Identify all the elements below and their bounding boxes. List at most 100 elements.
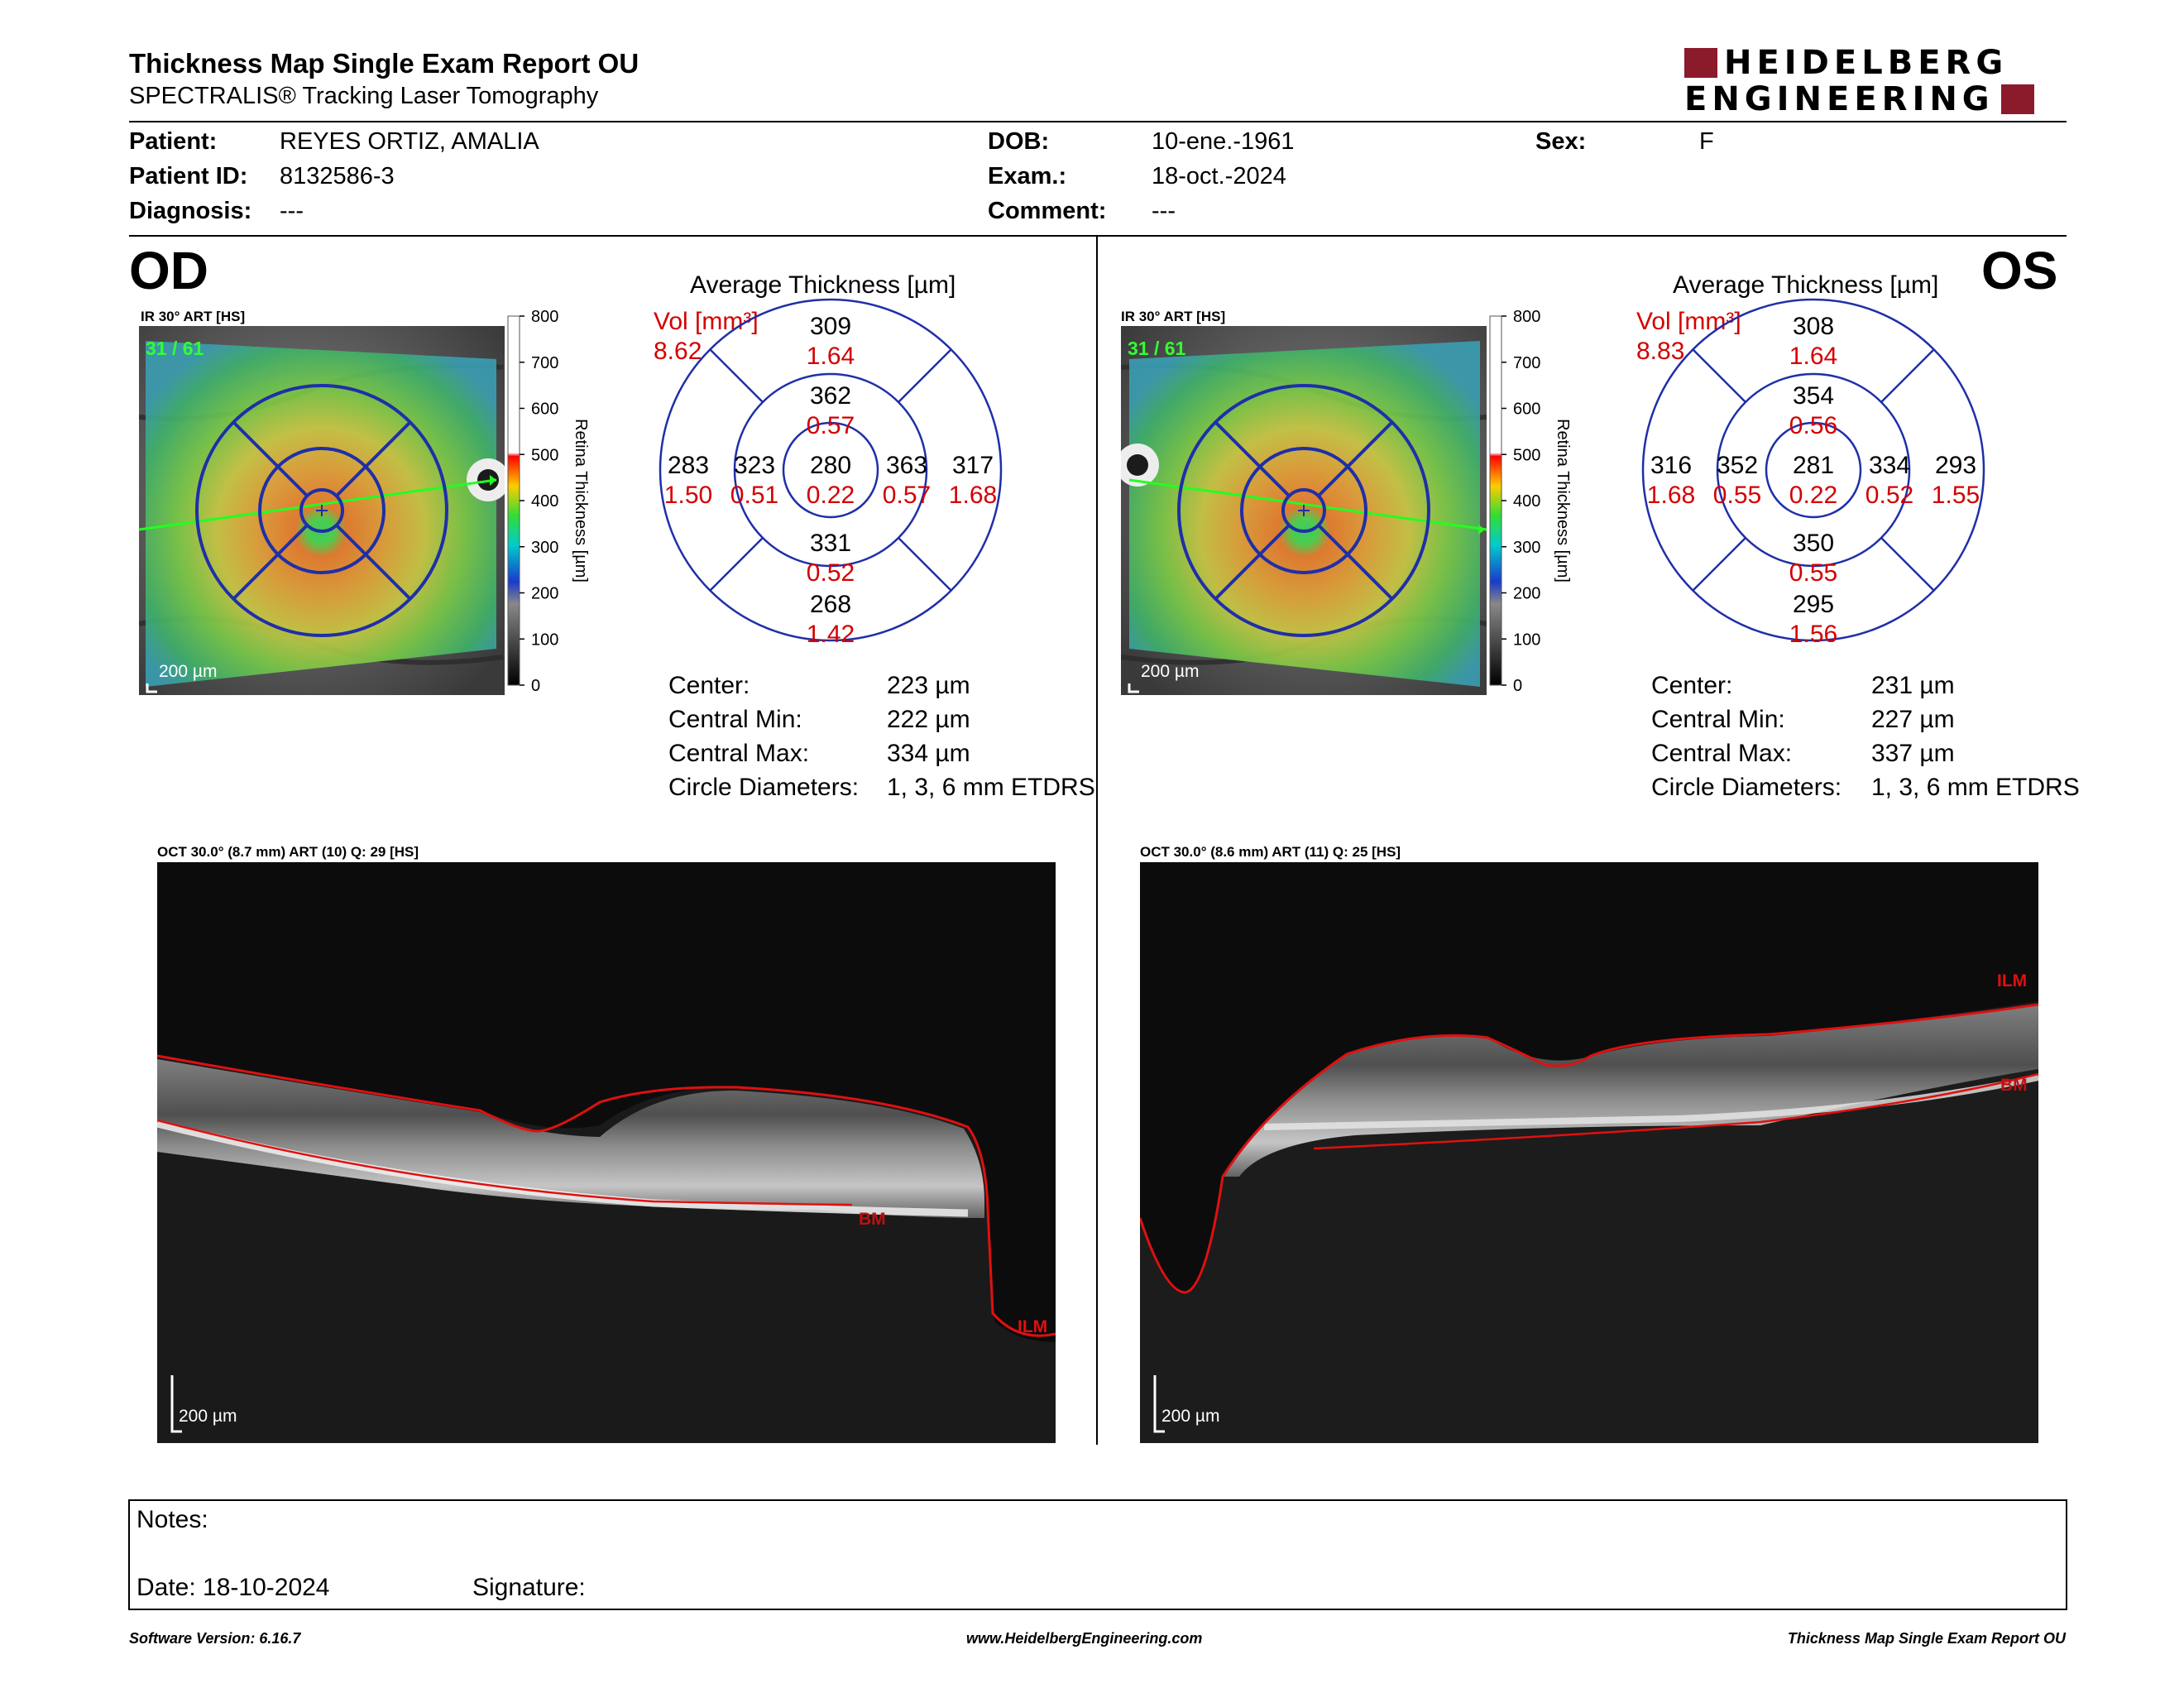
os-eye-label: OS xyxy=(1981,241,2058,300)
os-frame-count: 31 / 61 xyxy=(1128,338,1186,359)
logo-line2: ENGINEERING xyxy=(1684,80,1995,118)
os-avg-title: Average Thickness [µm] xyxy=(1673,271,1939,299)
os-max-label: Central Max: xyxy=(1651,740,1793,767)
od-sector-outer-top-volume: 1.64 xyxy=(807,343,855,370)
od-colorbar: 800 700 600 500 400 300 200 100 0 Retina Thickne… xyxy=(507,308,590,695)
od-sector-outer-left-volume: 1.50 xyxy=(664,482,712,509)
header-divider xyxy=(129,121,2067,122)
os-etdrs-grid: 3081.643540.562810.223500.552951.563161.… xyxy=(1641,298,1985,642)
od-sector-inner-top-thickness: 362 xyxy=(810,382,851,410)
colorbar-tick-label: 100 xyxy=(531,631,558,649)
od-sector-inner-left-volume: 0.51 xyxy=(730,482,778,509)
colorbar-tick-label: 0 xyxy=(531,677,540,695)
od-ir-label: IR 30° ART [HS] xyxy=(141,309,246,324)
od-sector-center-thickness: 280 xyxy=(810,452,851,479)
od-max-value: 334 µm xyxy=(887,740,970,767)
od-etdrs-grid: 3091.643620.572800.223310.522681.422831.… xyxy=(659,298,1003,642)
colorbar-tick-label: 600 xyxy=(531,400,558,419)
od-vol-value: 8.62 xyxy=(654,338,702,365)
os-sector-outer-right-volume: 1.55 xyxy=(1932,482,1980,509)
colorbar-tick-label: 600 xyxy=(1513,400,1540,419)
od-center-value: 223 µm xyxy=(887,672,970,699)
signature-label: Signature: xyxy=(472,1574,586,1601)
patient-name: REYES ORTIZ, AMALIA xyxy=(280,128,539,155)
os-oct-scale-bar xyxy=(1153,1375,1165,1433)
patient-label: Patient: xyxy=(129,128,218,155)
notes-label: Notes: xyxy=(136,1506,208,1533)
od-oct-scale-bar xyxy=(170,1375,182,1433)
logo-line1: HEIDELBERG xyxy=(1724,44,2009,82)
od-scale-label: 200 µm xyxy=(159,662,217,681)
od-sector-outer-top-thickness: 309 xyxy=(810,313,851,340)
od-oct-label: OCT 30.0° (8.7 mm) ART (10) Q: 29 [HS] xyxy=(157,844,419,860)
os-min-value: 227 µm xyxy=(1871,706,1955,733)
os-oct-label: OCT 30.0° (8.6 mm) ART (11) Q: 25 [HS] xyxy=(1140,844,1401,860)
footer-report-name: Thickness Map Single Exam Report OU xyxy=(1787,1630,2066,1647)
od-sector-inner-left-thickness: 323 xyxy=(734,452,775,479)
od-bm-label: BM xyxy=(859,1210,886,1229)
colorbar-tick-label: 300 xyxy=(1513,539,1540,557)
os-sector-inner-right-volume: 0.52 xyxy=(1866,482,1913,509)
os-oct-scale-label: 200 µm xyxy=(1161,1407,1219,1426)
os-vol-label: Vol [mm³] xyxy=(1636,308,1741,335)
os-thickness-map: 31 / 61 200 µm xyxy=(1121,326,1487,695)
os-sector-inner-top-volume: 0.56 xyxy=(1789,412,1837,439)
os-scale-bar xyxy=(1128,683,1139,693)
od-scale-bar xyxy=(146,683,157,693)
od-min-label: Central Min: xyxy=(668,706,802,733)
os-sector-inner-bottom-volume: 0.55 xyxy=(1789,559,1837,587)
colorbar-tick-label: 0 xyxy=(1513,677,1522,695)
od-sector-outer-left-thickness: 283 xyxy=(668,452,709,479)
colorbar-tick-label: 200 xyxy=(1513,585,1540,603)
colorbar-tick-label: 400 xyxy=(1513,492,1540,511)
colorbar-tick-label: 200 xyxy=(531,585,558,603)
notes-box: Notes: Date: 18-10-2024 Signature: xyxy=(128,1499,2067,1610)
os-sector-outer-bottom-thickness: 295 xyxy=(1793,591,1834,618)
os-sector-outer-left-volume: 1.68 xyxy=(1647,482,1695,509)
os-vol-value: 8.83 xyxy=(1636,338,1685,365)
dob-value: 10-ene.-1961 xyxy=(1152,128,1295,155)
os-center-label: Center: xyxy=(1651,672,1733,699)
os-sector-outer-right-thickness: 293 xyxy=(1935,452,1976,479)
od-sector-inner-bottom-thickness: 331 xyxy=(810,530,851,557)
od-vol-label: Vol [mm³] xyxy=(654,308,759,335)
os-center-value: 231 µm xyxy=(1871,672,1955,699)
os-sector-inner-bottom-thickness: 350 xyxy=(1793,530,1834,557)
od-min-value: 222 µm xyxy=(887,706,970,733)
exam-label: Exam.: xyxy=(988,163,1067,189)
os-ir-label: IR 30° ART [HS] xyxy=(1121,309,1226,324)
info-divider xyxy=(129,235,2067,237)
comment-label: Comment: xyxy=(988,198,1107,224)
od-sector-outer-bottom-thickness: 268 xyxy=(810,591,851,618)
colorbar-tick-label: 500 xyxy=(531,446,558,464)
footer-website-link[interactable]: www.HeidelbergEngineering.com xyxy=(966,1630,1203,1647)
os-scale-label: 200 µm xyxy=(1141,662,1199,681)
colorbar-tick-label: 800 xyxy=(531,308,558,326)
os-colorbar: 800 700 600 500 400 300 200 100 0 Retina Thickne… xyxy=(1489,308,1572,695)
logo-red-square-icon xyxy=(2000,84,2034,114)
colorbar-tick-label: 700 xyxy=(531,354,558,372)
od-colorbar-axis-label: Retina Thickness [µm] xyxy=(572,419,590,583)
os-sector-center-volume: 0.22 xyxy=(1789,482,1837,509)
exam-date: 18-oct.-2024 xyxy=(1152,163,1286,189)
od-sector-inner-right-thickness: 363 xyxy=(886,452,927,479)
eye-divider xyxy=(1096,237,1098,1445)
os-sector-inner-right-thickness: 334 xyxy=(1869,452,1910,479)
od-oct-scan: BM ILM 200 µm xyxy=(157,862,1056,1443)
od-diam-label: Circle Diameters: xyxy=(668,774,860,801)
od-diam-value: 1, 3, 6 mm ETDRS xyxy=(887,774,1095,801)
os-ilm-label: ILM xyxy=(1997,971,2027,990)
footer-software-version: Software Version: 6.16.7 xyxy=(129,1630,301,1647)
os-oct-scan: ILM BM 200 µm xyxy=(1140,862,2038,1443)
comment-value: --- xyxy=(1152,198,1176,224)
os-sector-center-thickness: 281 xyxy=(1793,452,1834,479)
colorbar-tick-label: 500 xyxy=(1513,446,1540,464)
od-avg-title: Average Thickness [µm] xyxy=(690,271,956,299)
os-colorbar-axis-label: Retina Thickness [µm] xyxy=(1554,419,1572,583)
od-thickness-map: 31 / 61 200 µm xyxy=(139,326,505,695)
os-sector-inner-top-thickness: 354 xyxy=(1793,382,1834,410)
os-sector-outer-top-volume: 1.64 xyxy=(1789,343,1837,370)
os-bm-label: BM xyxy=(2000,1076,2028,1095)
dob-label: DOB: xyxy=(988,128,1050,155)
notes-date: Date: 18-10-2024 xyxy=(136,1574,330,1601)
